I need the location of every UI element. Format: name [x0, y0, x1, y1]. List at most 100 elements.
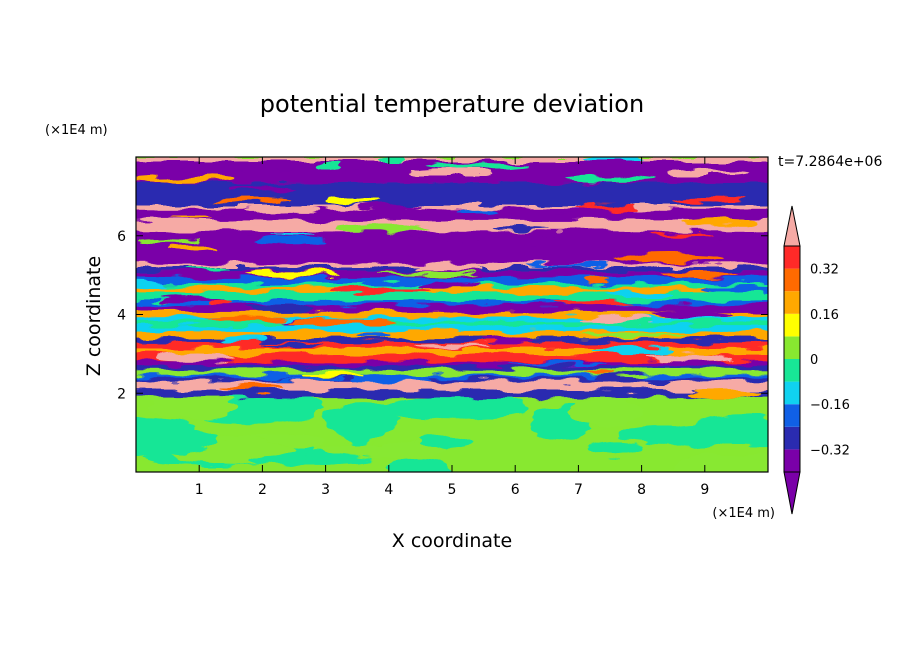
- x-tick-label: 3: [321, 482, 330, 498]
- field-patch: [490, 219, 522, 227]
- field-patch: [646, 354, 732, 362]
- field-patch: [159, 297, 227, 302]
- x-tick-label: 8: [637, 482, 646, 498]
- field-patch: [270, 378, 344, 381]
- x-tick-label: 2: [258, 482, 267, 498]
- field-patch: [371, 204, 412, 211]
- field-band: [136, 381, 768, 386]
- field-band: [136, 237, 768, 245]
- field-patch: [329, 286, 431, 294]
- field-patch: [320, 442, 449, 459]
- field-band: [136, 377, 768, 383]
- field-patch: [209, 299, 232, 307]
- colorbar-swatch: [784, 268, 800, 292]
- field-patch: [581, 370, 617, 374]
- field-patch: [206, 316, 288, 322]
- y-axis-label: Z coordinate: [83, 256, 105, 376]
- y-unit-label: (×1E4 m): [45, 123, 108, 138]
- field-band: [136, 300, 768, 307]
- field-patch: [335, 224, 430, 232]
- field-band: [136, 287, 768, 294]
- colorbar-label: 0.32: [810, 263, 839, 278]
- field-patch: [483, 337, 534, 344]
- field-band: [136, 292, 768, 299]
- field-patch: [249, 271, 340, 277]
- field-patch: [613, 254, 723, 262]
- field-band: [136, 243, 768, 254]
- field-patch: [157, 353, 236, 363]
- field-patch: [592, 347, 677, 356]
- field-patch: [420, 282, 480, 289]
- x-unit-label: (×1E4 m): [712, 506, 775, 521]
- field-patch: [619, 426, 713, 443]
- colorbar-extend-min: [783, 471, 801, 515]
- field-band: [136, 365, 768, 371]
- field-band: [136, 205, 768, 211]
- field-patch: [136, 245, 168, 251]
- field-patch: [255, 237, 323, 244]
- field-patch: [136, 425, 220, 456]
- colorbar-frame: [783, 245, 801, 473]
- field-patch: [579, 333, 689, 337]
- colorbar-swatch: [784, 359, 800, 382]
- x-axis-label: X coordinate: [392, 530, 512, 552]
- field-patch: [251, 455, 312, 466]
- field-band: [136, 175, 768, 184]
- field-patch: [316, 162, 340, 170]
- field-patch: [569, 398, 642, 427]
- field-patch: [679, 218, 756, 227]
- field-patch: [494, 226, 549, 231]
- field-patch: [411, 395, 486, 418]
- field-band: [136, 276, 768, 285]
- field-patch: [525, 263, 609, 267]
- field-band: [136, 209, 768, 215]
- field-patch: [644, 380, 672, 386]
- colorbar-swatch: [784, 426, 800, 450]
- field-band: [136, 305, 768, 313]
- field-patch: [345, 267, 373, 271]
- field-patch: [652, 232, 712, 237]
- field-band: [136, 354, 768, 363]
- field-patch: [358, 332, 392, 338]
- field-patch: [700, 285, 768, 295]
- field-band: [136, 252, 768, 265]
- colorbar-swatch: [784, 313, 800, 337]
- field-patch: [376, 184, 486, 192]
- colorbar-swatch: [784, 291, 800, 314]
- field-patch: [685, 389, 763, 398]
- colorbar-swatch: [784, 381, 800, 405]
- field-band: [136, 297, 768, 302]
- field-patch: [574, 204, 636, 211]
- time-label: t=7.2864e+06: [778, 154, 882, 170]
- colorbar: 0.32 0.16 0 −0.16 −0.32: [783, 205, 850, 515]
- y-tick-label: 4: [117, 308, 126, 324]
- field-bands: [136, 157, 768, 472]
- field-patch: [376, 157, 406, 163]
- field-patch: [565, 176, 656, 182]
- field-patch: [168, 245, 216, 251]
- field-band: [136, 374, 768, 379]
- field-patch: [323, 404, 399, 434]
- field-patch: [654, 310, 734, 318]
- field-patch: [138, 238, 200, 243]
- field-patch: [689, 422, 768, 447]
- field-band: [136, 213, 768, 221]
- field-patch: [504, 361, 607, 366]
- field-patch: [312, 320, 396, 327]
- field-patch: [552, 338, 589, 342]
- y-tick-label: 2: [117, 386, 126, 402]
- field-patch: [243, 305, 315, 312]
- x-tick-label: 6: [511, 482, 520, 498]
- field-patch: [603, 291, 675, 299]
- y-tick-label: 6: [117, 229, 126, 245]
- field-band: [136, 231, 768, 239]
- colorbar-swatch: [784, 404, 800, 427]
- field-patch: [672, 197, 747, 203]
- field-patch: [385, 459, 449, 472]
- x-tick-label: 1: [195, 482, 204, 498]
- field-band: [136, 325, 768, 333]
- colorbar-label: −0.16: [810, 398, 850, 413]
- field-patch: [219, 337, 265, 344]
- field-patch: [220, 384, 287, 391]
- field-band: [136, 361, 768, 367]
